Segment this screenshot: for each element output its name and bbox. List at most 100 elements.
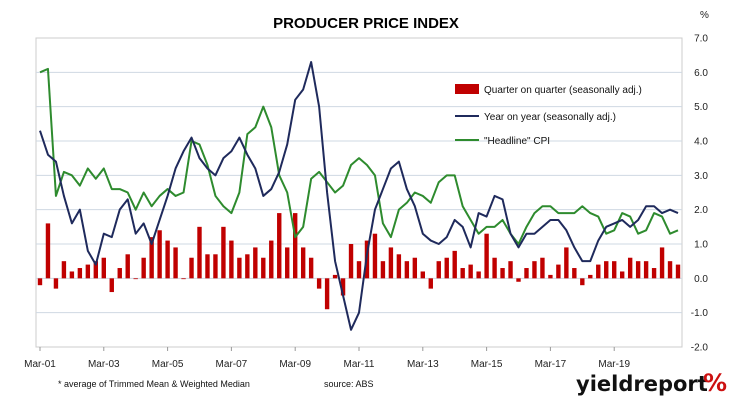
qoq-bar [308,257,314,279]
qoq-bar [508,261,513,279]
qoq-bar [356,261,362,279]
qoq-bar [524,268,529,279]
x-tick-label: Mar-05 [152,359,184,370]
qoq-bar [117,268,122,279]
y-tick-label: 2.0 [694,205,708,216]
y-axis-ticks: 7.0 6.0 5.0 4.0 3.0 2.0 1.0 0.0 -1.0 -2.0 [691,34,709,354]
legend-swatch-qoq [455,84,479,94]
qoq-bar [404,261,410,279]
qoq-bar [300,247,306,279]
y-tick-label: -2.0 [691,343,709,354]
qoq-bar [572,268,577,279]
qoq-bar [85,264,91,279]
legend-label-qoq: Quarter on quarter (seasonally adj.) [484,85,642,96]
x-tick-label: Mar-13 [407,359,439,370]
qoq-bars [37,213,681,310]
x-tick-label: Mar-15 [471,359,503,370]
qoq-bar [476,271,481,279]
qoq-bar [468,264,473,279]
qoq-bar [580,278,585,286]
qoq-bar [396,254,402,279]
qoq-bar [492,257,497,279]
qoq-bar [332,274,338,279]
qoq-bar [388,247,394,279]
legend-label-cpi: "Headline" CPI [484,136,550,147]
qoq-bar [173,247,178,279]
qoq-bar [604,261,609,279]
qoq-bar [667,261,673,279]
legend: Quarter on quarter (seasonally adj.) Yea… [455,84,642,147]
qoq-bar [61,261,67,279]
qoq-bar [37,278,43,286]
qoq-bar [125,254,130,279]
x-axis-ticks: Mar-01 Mar-03 Mar-05 Mar-07 Mar-09 Mar-11 Mar-… [24,347,630,370]
qoq-bar [380,261,386,279]
yoy-line [39,61,679,331]
qoq-bar [324,278,330,310]
chart-title: PRODUCER PRICE INDEX [273,15,459,32]
qoq-bar [221,226,226,279]
y-tick-label: -1.0 [691,308,709,319]
y-tick-label: 6.0 [694,68,708,79]
qoq-bar [635,261,641,279]
legend-label-yoy: Year on year (seasonally adj.) [484,112,616,123]
qoq-bar [53,278,59,289]
qoq-bar [619,271,625,279]
cpi-line [39,67,679,245]
qoq-bar [269,240,274,279]
qoq-bar [348,244,354,279]
qoq-bar [205,254,210,279]
qoq-bar [197,226,202,279]
brand-logo: yieldreport % [576,369,727,397]
qoq-bar [77,268,83,279]
y-tick-label: 1.0 [694,240,708,251]
qoq-bar [516,278,521,282]
y-tick-label: 7.0 [694,34,708,45]
qoq-bar [428,278,433,289]
qoq-bar [659,247,665,279]
qoq-bar [45,223,51,279]
qoq-bar [651,268,657,279]
x-tick-label: Mar-01 [24,359,56,370]
qoq-bar [133,278,138,280]
qoq-bar [277,213,282,279]
qoq-bar [285,247,290,279]
qoq-bar [675,264,681,279]
qoq-bar [436,261,441,279]
qoq-bar [556,264,561,279]
qoq-bar [612,261,617,279]
qoq-bar [253,247,258,279]
qoq-bar [189,257,194,279]
qoq-bar [340,278,346,296]
brand-percent-icon: % [703,369,727,397]
qoq-bar [293,213,298,279]
qoq-bar [627,257,633,279]
series-lines [39,61,679,331]
qoq-bar [165,240,170,279]
qoq-bar [444,257,449,279]
qoq-bar [548,274,553,279]
qoq-bar [564,247,569,279]
qoq-bar [484,233,489,279]
qoq-bar [213,254,218,279]
y-tick-label: 4.0 [694,137,708,148]
x-tick-label: Mar-17 [535,359,567,370]
qoq-bar [93,261,99,279]
x-tick-label: Mar-19 [598,359,630,370]
qoq-bar [237,257,242,279]
qoq-bar [420,271,425,279]
y-tick-label: 5.0 [694,102,708,113]
qoq-bar [588,274,593,279]
qoq-bar [532,261,537,279]
qoq-bar [157,230,162,279]
qoq-bar [261,257,266,279]
qoq-bar [245,254,250,279]
brand-name: yieldreport [576,372,708,396]
qoq-bar [412,257,418,279]
qoq-bar [109,278,114,293]
qoq-bar [316,278,322,289]
qoq-bar [101,257,106,279]
qoq-bar [596,264,601,279]
qoq-bar [229,240,234,279]
